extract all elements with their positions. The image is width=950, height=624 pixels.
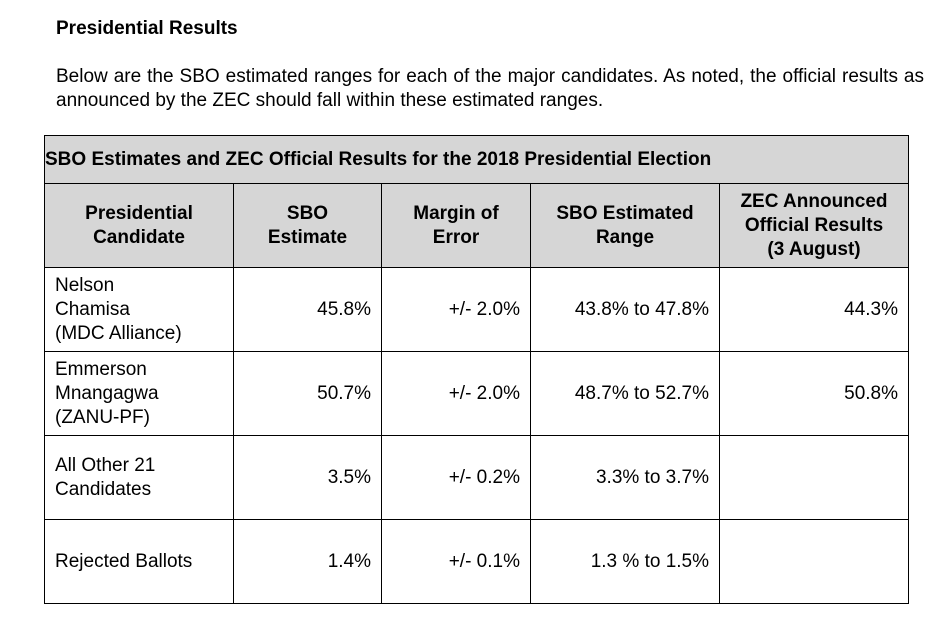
header-candidate-line: Presidential [85, 202, 193, 224]
official-cell: 50.8% [719, 351, 909, 436]
estimate-cell: 50.7% [233, 351, 382, 436]
candidate-party-line: (ZANU-PF) [55, 406, 150, 428]
header-margin: Margin of Error [381, 183, 531, 268]
header-candidate: Presidential Candidate [44, 183, 234, 268]
estimate-cell: 3.5% [233, 435, 382, 520]
estimate-cell: 1.4% [233, 519, 382, 604]
margin-cell: +/- 0.2% [381, 435, 531, 520]
candidate-cell: All Other 21 Candidates [44, 435, 234, 520]
candidate-cell: Nelson Chamisa (MDC Alliance) [44, 267, 234, 352]
table-row: Nelson Chamisa (MDC Alliance) 45.8% +/- … [44, 267, 909, 352]
table-header-row: Presidential Candidate SBO Estimate Marg… [44, 183, 909, 268]
table-row: All Other 21 Candidates 3.5% +/- 0.2% 3.… [44, 435, 909, 520]
table-row: Emmerson Mnangagwa (ZANU-PF) 50.7% +/- 2… [44, 351, 909, 436]
candidate-cell: Emmerson Mnangagwa (ZANU-PF) [44, 351, 234, 436]
candidate-name-line: All Other 21 [55, 454, 156, 476]
table-caption-row: SBO Estimates and ZEC Official Results f… [44, 135, 909, 184]
candidate-name-line: Mnangagwa [55, 382, 159, 404]
header-official-line: Official Results [744, 214, 884, 236]
official-cell: 44.3% [719, 267, 909, 352]
header-range-line: SBO Estimated [556, 202, 694, 224]
margin-cell: +/- 2.0% [381, 351, 531, 436]
section-title: Presidential Results [56, 18, 238, 39]
candidate-name-line: Chamisa [55, 298, 130, 320]
range-cell: 43.8% to 47.8% [530, 267, 720, 352]
margin-cell: +/- 2.0% [381, 267, 531, 352]
header-estimate-line: SBO [286, 202, 329, 224]
header-official-line: ZEC Announced [740, 190, 888, 212]
candidate-name-line: Emmerson [55, 358, 147, 380]
table-row: Rejected Ballots 1.4% +/- 0.1% 1.3 % to … [44, 519, 909, 604]
candidate-name-line: Rejected Ballots [55, 550, 193, 572]
estimate-cell: 45.8% [233, 267, 382, 352]
candidate-party-line: (MDC Alliance) [55, 322, 182, 344]
official-cell [719, 435, 909, 520]
range-cell: 3.3% to 3.7% [530, 435, 720, 520]
candidate-name-line: Nelson [55, 274, 115, 296]
header-official: ZEC Announced Official Results (3 August… [719, 183, 909, 268]
range-cell: 48.7% to 52.7% [530, 351, 720, 436]
candidate-name-line: Candidates [55, 478, 152, 500]
header-range-line: Range [595, 226, 655, 248]
header-range: SBO Estimated Range [530, 183, 720, 268]
header-estimate: SBO Estimate [233, 183, 382, 268]
header-candidate-line: Candidate [93, 226, 185, 248]
header-estimate-line: Estimate [267, 226, 348, 248]
header-margin-line: Margin of [413, 202, 499, 224]
header-official-line: (3 August) [767, 238, 861, 260]
margin-cell: +/- 0.1% [381, 519, 531, 604]
candidate-cell: Rejected Ballots [44, 519, 234, 604]
results-table: SBO Estimates and ZEC Official Results f… [44, 135, 909, 604]
header-margin-line: Error [432, 226, 480, 248]
intro-paragraph: Below are the SBO estimated ranges for e… [56, 66, 924, 111]
range-cell: 1.3 % to 1.5% [530, 519, 720, 604]
official-cell [719, 519, 909, 604]
table-caption: SBO Estimates and ZEC Official Results f… [44, 135, 909, 184]
